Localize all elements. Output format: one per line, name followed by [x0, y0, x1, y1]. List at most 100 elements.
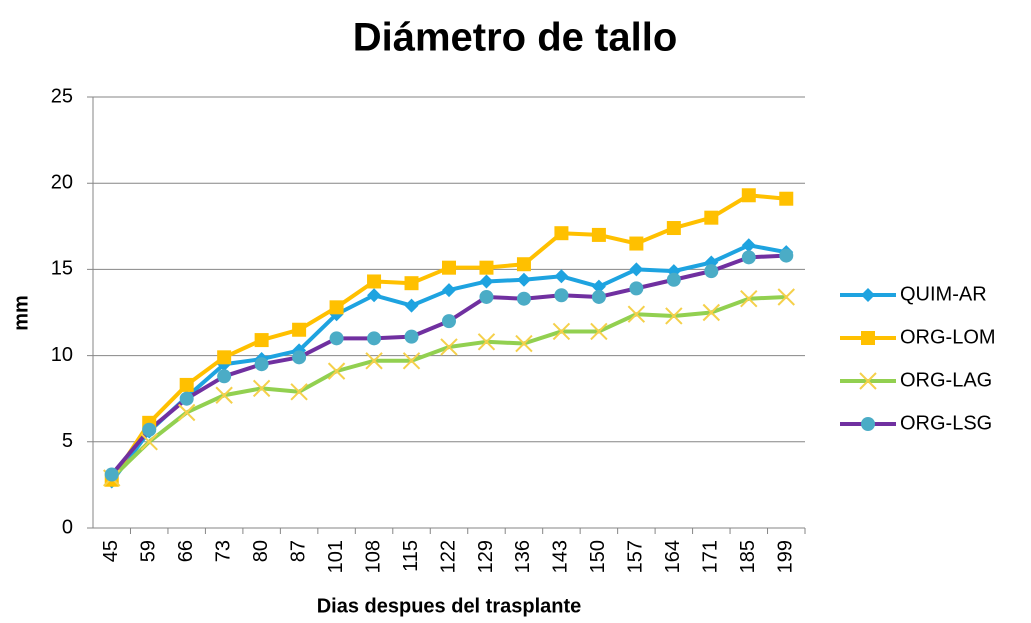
data-point [479, 289, 494, 304]
legend-label: QUIM-AR [900, 283, 987, 305]
y-axis-title: mm [10, 295, 32, 331]
y-tick-label: 0 [62, 516, 73, 538]
x-tick-label: 164 [662, 540, 684, 573]
data-point [404, 298, 419, 313]
data-point [440, 338, 458, 356]
data-point [404, 276, 419, 291]
legend-label: ORG-LOM [900, 326, 996, 348]
data-point [177, 403, 196, 422]
data-point [329, 331, 344, 346]
data-point [665, 307, 683, 325]
x-tick-label: 136 [512, 540, 534, 573]
data-point [252, 379, 271, 398]
data-point [591, 279, 606, 294]
data-point [515, 334, 533, 353]
data-point [404, 329, 419, 344]
data-point [591, 227, 606, 242]
data-point [779, 191, 794, 206]
chart-title: Diámetro de tallo [353, 16, 678, 60]
data-point [591, 289, 606, 304]
data-point [479, 260, 494, 275]
x-tick-label: 73 [212, 540, 234, 562]
data-point [254, 357, 269, 372]
y-tick-label: 5 [62, 430, 73, 452]
data-point [254, 333, 269, 348]
data-point [292, 350, 307, 365]
data-point [179, 391, 194, 406]
data-point [367, 274, 382, 289]
x-tick-label: 129 [475, 540, 497, 573]
x-tick-label: 185 [737, 540, 759, 573]
data-point [666, 221, 681, 236]
x-tick-label: 157 [625, 540, 647, 573]
data-point [516, 272, 531, 287]
data-point [777, 288, 795, 306]
data-point [367, 331, 382, 346]
data-point [629, 281, 644, 296]
data-point [554, 288, 569, 303]
legend-marker [861, 288, 875, 302]
x-tick-label: 87 [287, 540, 309, 562]
data-point [516, 257, 531, 272]
x-tick-label: 101 [325, 540, 347, 573]
x-tick-label: 66 [175, 540, 197, 562]
x-tick-label: 115 [400, 540, 422, 572]
y-tick-label: 10 [51, 344, 73, 366]
data-point [554, 269, 569, 284]
series-line [110, 193, 787, 481]
data-point [516, 291, 531, 306]
data-point [329, 300, 344, 315]
legend-marker [861, 417, 875, 431]
data-point [290, 383, 308, 401]
data-point [552, 322, 571, 341]
x-tick-label: 143 [550, 540, 572, 573]
data-point [104, 467, 119, 482]
data-point [217, 350, 232, 365]
y-tick-label: 15 [51, 258, 73, 280]
data-point [327, 362, 346, 380]
x-tick-label: 150 [587, 540, 609, 573]
data-point [629, 236, 644, 251]
data-point [704, 210, 719, 225]
data-point [140, 433, 158, 451]
data-point [217, 369, 232, 384]
x-tick-label: 59 [137, 540, 159, 562]
data-point [779, 248, 794, 263]
data-point [142, 422, 157, 437]
data-point [741, 238, 756, 253]
legend-marker [861, 331, 875, 345]
x-tick-label: 199 [775, 540, 797, 573]
data-point [554, 226, 569, 241]
data-point [477, 333, 496, 351]
data-point [215, 386, 233, 404]
data-point [179, 377, 194, 392]
data-point [367, 288, 382, 303]
data-point [442, 314, 456, 329]
data-point [627, 305, 646, 323]
x-tick-label: 122 [437, 540, 459, 573]
data-point [741, 250, 756, 265]
x-axis-title: Dias despues del trasplante [317, 595, 582, 617]
data-point [292, 322, 307, 337]
data-point [402, 352, 421, 370]
y-tick-label: 25 [51, 85, 73, 107]
data-point [442, 283, 456, 298]
data-point [629, 262, 644, 277]
data-point [442, 260, 456, 275]
x-tick-label: 45 [100, 540, 122, 562]
data-point [479, 274, 494, 289]
data-point [590, 322, 608, 341]
data-point [704, 264, 719, 279]
legend-marker [859, 372, 877, 390]
x-tick-label: 80 [250, 540, 272, 562]
data-point [365, 352, 383, 370]
data-point [740, 290, 758, 308]
y-tick-label: 20 [51, 171, 73, 193]
data-point [702, 303, 721, 322]
legend-label: ORG-LSG [900, 412, 992, 434]
legend-label: ORG-LAG [900, 369, 992, 391]
x-tick-label: 171 [700, 540, 722, 573]
data-point [741, 188, 756, 203]
x-tick-label: 108 [362, 540, 384, 573]
